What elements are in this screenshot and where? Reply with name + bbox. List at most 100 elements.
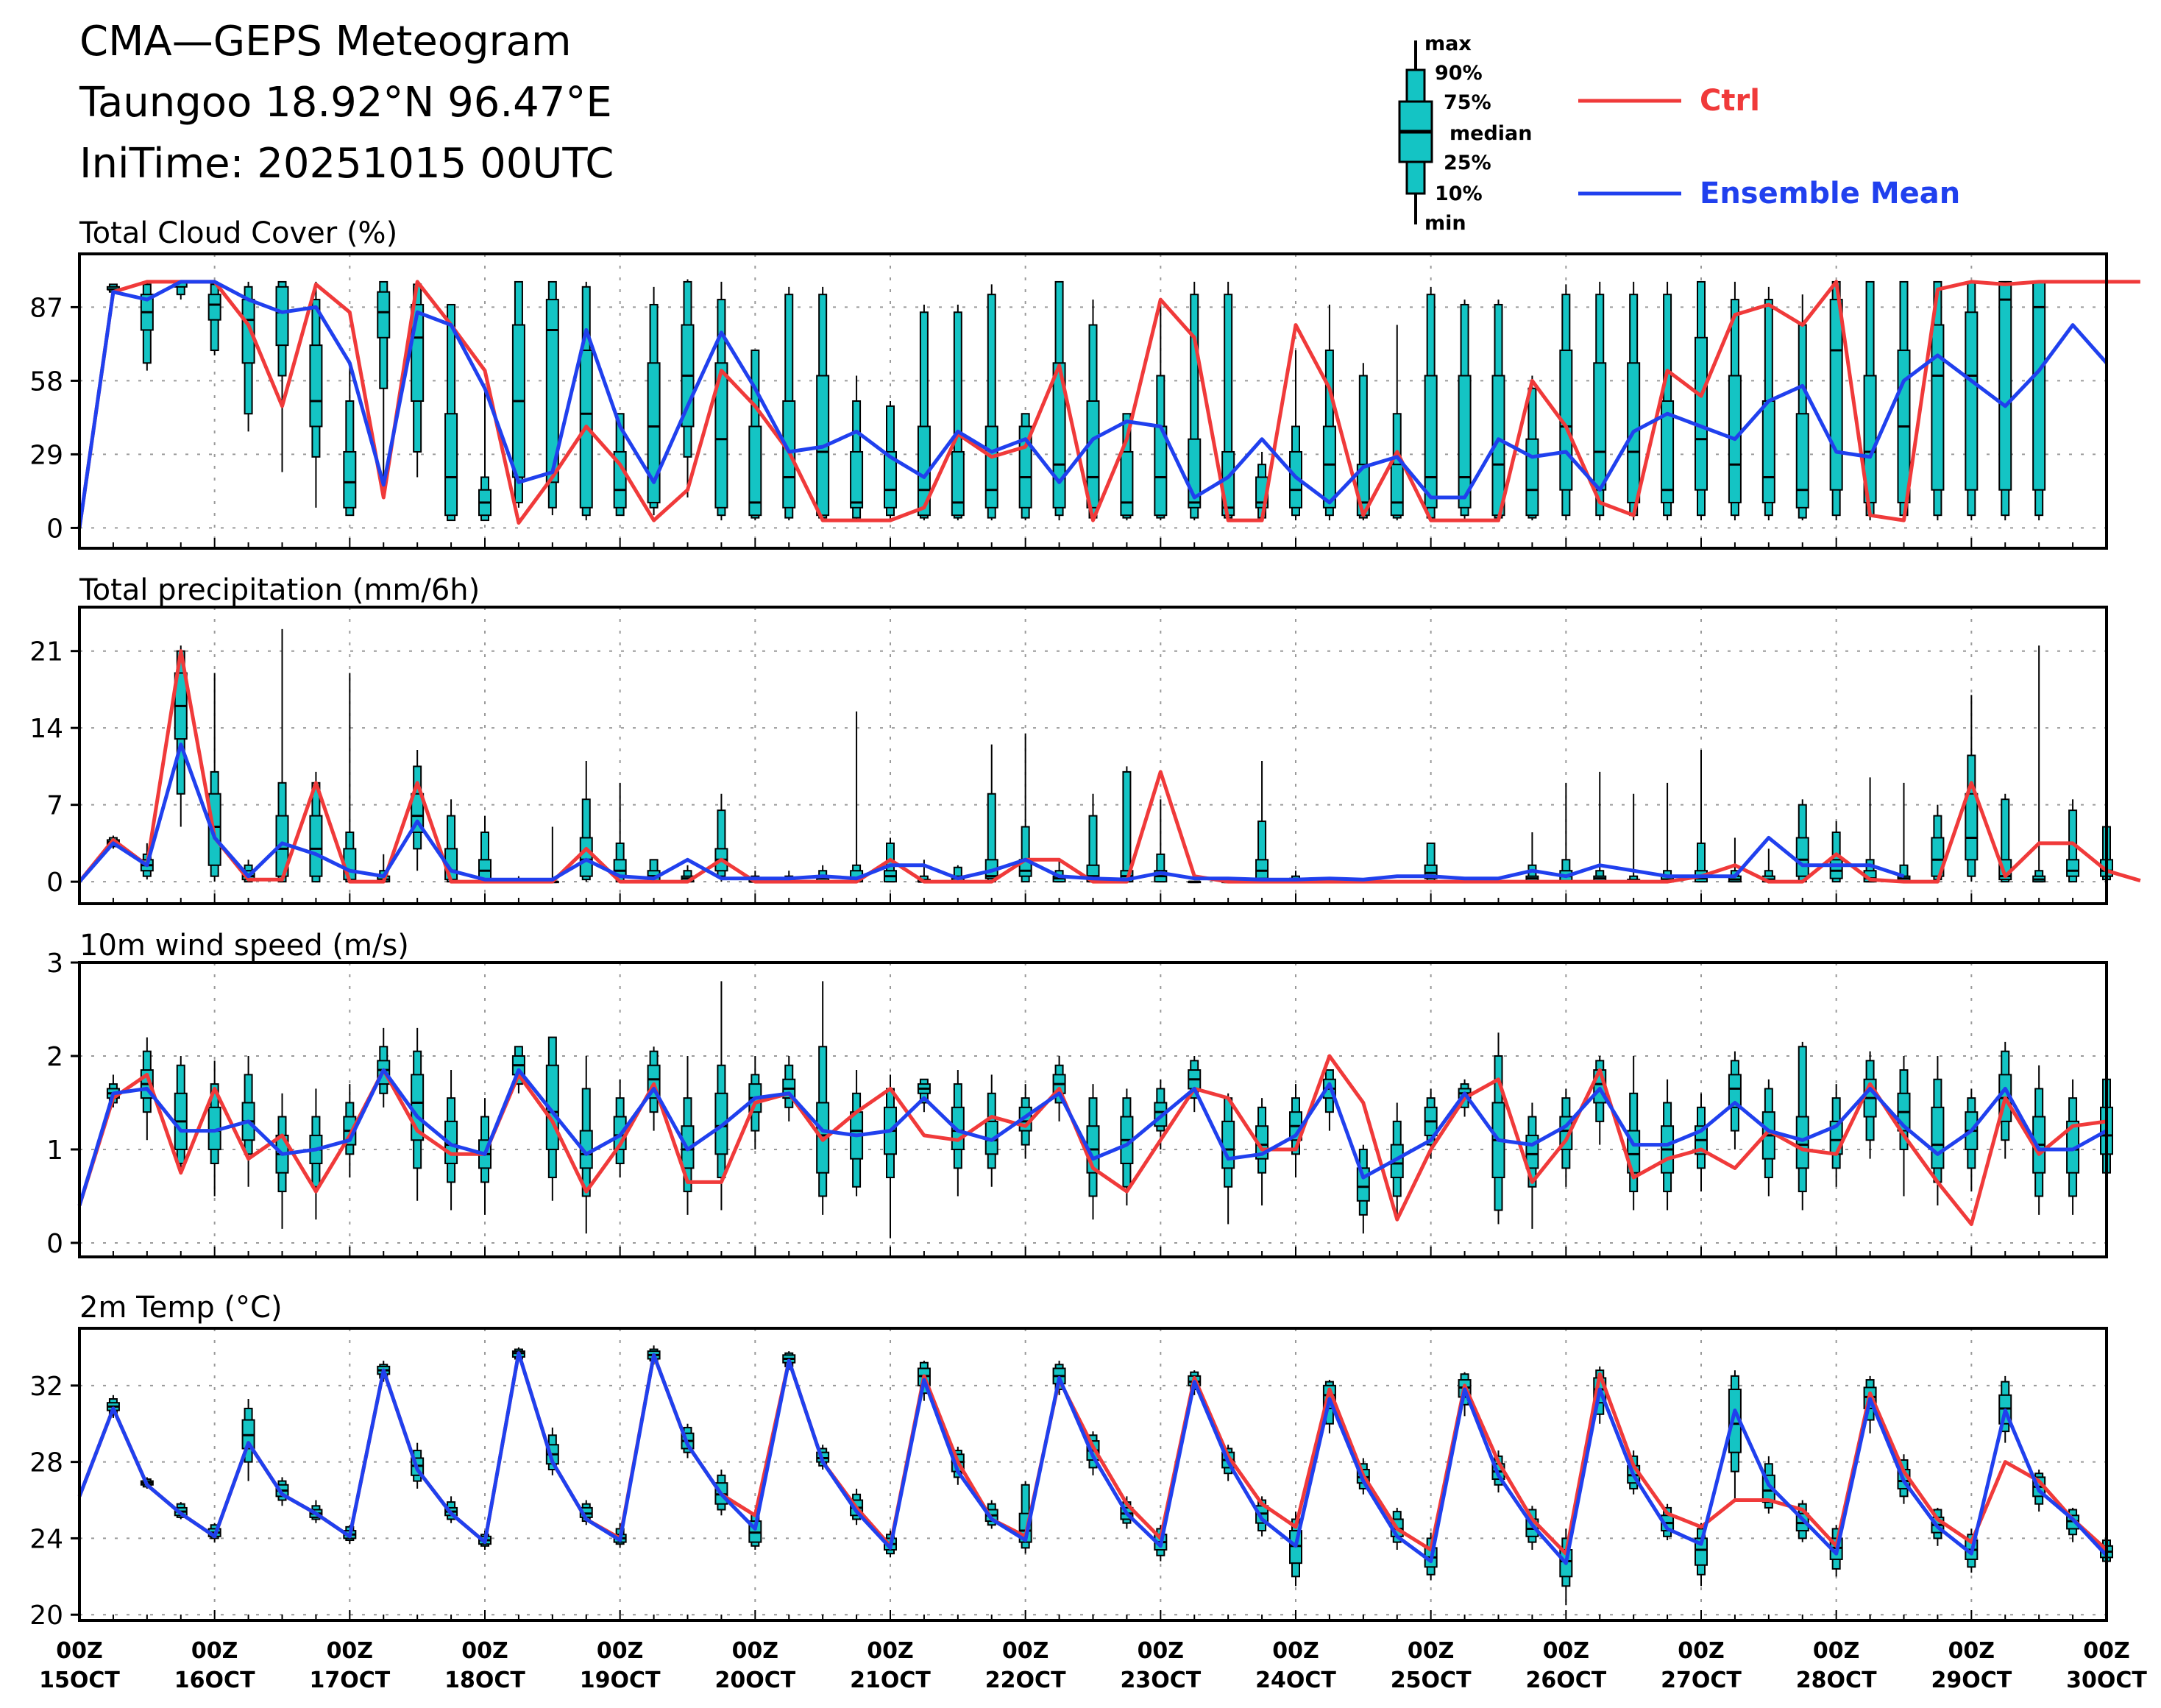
cloud-inner-box-56 xyxy=(1965,311,1979,491)
cloud-box-34 xyxy=(1221,281,1235,521)
legend-median-label: median xyxy=(1449,122,1532,145)
cloud-inner-box-23 xyxy=(850,450,864,508)
precip-inner-box-52 xyxy=(1829,859,1843,879)
x-tick-date-3: 18OCT xyxy=(444,1668,525,1693)
cloud-box-33 xyxy=(1188,281,1202,521)
x-tick-date-8: 23OCT xyxy=(1120,1668,1201,1693)
cloud-inner-box-55 xyxy=(1931,324,1945,491)
x-tick-date-7: 22OCT xyxy=(985,1668,1066,1693)
legend-p25-label: 25% xyxy=(1444,152,1491,174)
precip-box-43 xyxy=(1525,832,1539,883)
cloud-inner-box-30 xyxy=(1086,400,1100,508)
x-axis-labels: 00Z 15OCT 00Z 16OCT 00Z 17OCT 00Z 18OCT 00Z 19OCT… xyxy=(39,1638,2147,1693)
cloud-box-57 xyxy=(1998,280,2012,521)
cloud-box-38 xyxy=(1356,363,1370,521)
cloud-mean-line xyxy=(77,280,2108,528)
cloud-panel: 0 29 58 87 xyxy=(29,252,2140,550)
x-tick-date-15: 30OCT xyxy=(2066,1668,2147,1693)
cloud-inner-box-29 xyxy=(1052,362,1066,508)
cloud-inner-box-45 xyxy=(1593,362,1607,491)
wind-box-54 xyxy=(1897,1055,1911,1197)
precip-outer-box-28 xyxy=(1021,826,1030,883)
cloud-inner-box-6 xyxy=(275,286,289,347)
cloud-inner-box-7 xyxy=(309,344,323,428)
cloud-inner-box-32 xyxy=(1154,425,1168,517)
precip-panel: 0 7 14 21 xyxy=(29,606,2141,905)
precip-inner-box-51 xyxy=(1795,837,1809,877)
temp-panel: 20 24 28 32 xyxy=(29,1327,2113,1631)
cloud-inner-box-51 xyxy=(1795,413,1809,508)
cloud-ctrl-line xyxy=(77,280,2140,528)
temp-ytick-label-3: 32 xyxy=(29,1372,63,1402)
x-tick-date-12: 27OCT xyxy=(1661,1668,1742,1693)
precip-panel-title: Total precipitation (mm/6h) xyxy=(79,573,480,607)
x-tick-time-11: 00Z xyxy=(1543,1638,1590,1664)
cloud-ytick-label-0: 0 xyxy=(46,514,63,544)
cloud-ytick-label-2: 58 xyxy=(29,366,63,397)
cloud-box-21 xyxy=(782,286,796,521)
legend-p90-label: 90% xyxy=(1435,62,1483,85)
cloud-box-17 xyxy=(647,286,661,516)
cloud-inner-box-4 xyxy=(207,294,221,321)
cloud-box-4 xyxy=(207,281,221,355)
temp-ytick-label-0: 20 xyxy=(29,1601,63,1631)
cloud-inner-box-48 xyxy=(1695,336,1708,491)
wind-box-51 xyxy=(1795,1041,1809,1211)
cloud-box-15 xyxy=(579,281,593,521)
x-tick-time-9: 00Z xyxy=(1272,1638,1319,1664)
wind-inner-box-51 xyxy=(1795,1116,1809,1169)
precip-box-7 xyxy=(309,771,323,883)
precip-outer-box-31 xyxy=(1122,770,1132,883)
cloud-box-26 xyxy=(951,304,965,521)
cloud-box-39 xyxy=(1390,325,1404,521)
x-tick-time-7: 00Z xyxy=(1002,1638,1049,1664)
x-tick-time-6: 00Z xyxy=(867,1638,914,1664)
wind-inner-box-49 xyxy=(1728,1074,1742,1108)
cloud-ytick-label-1: 29 xyxy=(29,440,63,470)
cloud-box-2 xyxy=(140,281,154,371)
wind-box-49 xyxy=(1728,1051,1742,1149)
x-tick-date-13: 28OCT xyxy=(1796,1668,1877,1693)
wind-ytick-label-2: 2 xyxy=(46,1042,63,1072)
legend-mean-label: Ensemble Mean xyxy=(1700,177,1960,210)
temp-mean-line xyxy=(77,1351,2108,1565)
wind-panel-title: 10m wind speed (m/s) xyxy=(79,929,409,963)
temp-ytick-label-1: 24 xyxy=(29,1524,63,1554)
cloud-box-12 xyxy=(478,388,492,522)
precip-outer-box-19 xyxy=(717,809,726,877)
plot-area: 0 29 58 87 0 7 14 21 0 1 2 3 20 24 28 32 00Z 15OCT 00Z 16OC… xyxy=(29,252,2147,1693)
precip-inner-box-35 xyxy=(1255,859,1269,879)
cloud-box-9 xyxy=(377,280,391,478)
x-tick-date-11: 26OCT xyxy=(1525,1668,1606,1693)
cloud-ytick-label-3: 87 xyxy=(29,293,63,323)
precip-box-51 xyxy=(1795,799,1809,883)
cloud-outer-box-11 xyxy=(447,303,456,522)
cloud-outer-box-26 xyxy=(953,311,962,519)
temp-box-48 xyxy=(1695,1523,1708,1587)
precip-mean-line xyxy=(78,743,1905,883)
wind-box-33 xyxy=(1188,1055,1202,1113)
cloud-inner-box-40 xyxy=(1424,375,1438,508)
legend-min-label: min xyxy=(1424,212,1466,235)
legend-p75-label: 75% xyxy=(1444,91,1491,114)
x-tick-time-12: 00Z xyxy=(1678,1638,1725,1664)
x-tick-time-13: 00Z xyxy=(1813,1638,1860,1664)
cloud-outer-box-25 xyxy=(919,311,929,519)
cloud-box-25 xyxy=(917,304,931,521)
wind-box-40 xyxy=(1424,1088,1438,1159)
cloud-inner-box-20 xyxy=(748,425,762,517)
line-legend: Ctrl Ensemble Mean xyxy=(1578,84,1960,210)
cloud-box-19 xyxy=(714,281,728,521)
legend-p10-label: 10% xyxy=(1435,183,1483,205)
cloud-box-30 xyxy=(1086,300,1100,521)
x-tick-date-2: 17OCT xyxy=(309,1668,390,1693)
temp-box-5 xyxy=(241,1399,255,1481)
cloud-inner-box-19 xyxy=(714,362,728,508)
cloud-box-20 xyxy=(748,350,762,521)
cloud-box-22 xyxy=(816,286,830,521)
cloud-box-47 xyxy=(1661,281,1675,521)
cloud-panel-title: Total Cloud Cover (%) xyxy=(79,216,397,250)
cloud-box-8 xyxy=(343,363,357,517)
cloud-inner-box-9 xyxy=(377,291,391,339)
